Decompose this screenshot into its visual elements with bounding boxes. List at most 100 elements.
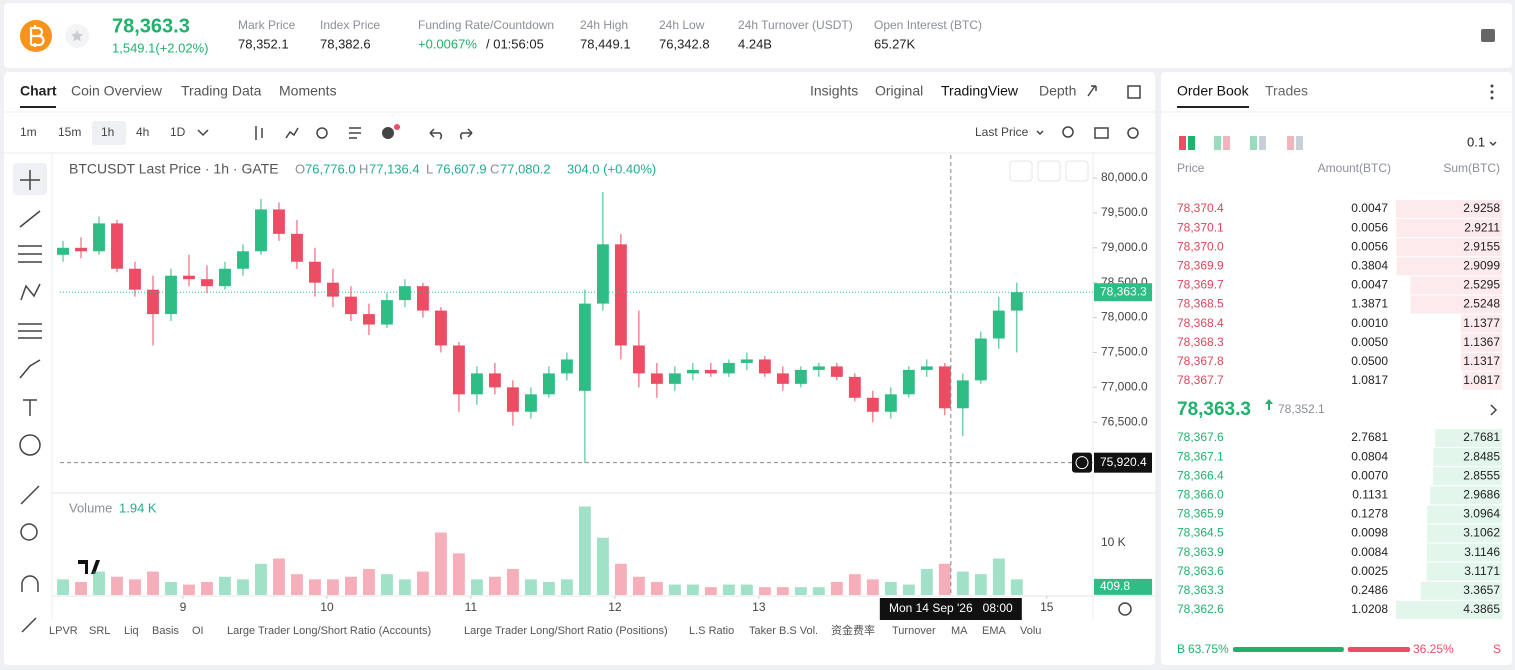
legend-value: 76,776.0 [305, 161, 356, 176]
buy-ratio: 63.75% [1188, 642, 1229, 656]
view-asks[interactable] [1250, 136, 1257, 150]
indicator[interactable]: LPVR [49, 625, 78, 637]
ob-tab[interactable]: Order Book [1177, 83, 1250, 99]
ob-price: 78,367.1 [1177, 449, 1224, 463]
indicator[interactable]: Taker B.S Vol. [749, 625, 818, 637]
menu-dot[interactable] [1490, 84, 1494, 88]
measure-tool[interactable] [20, 485, 40, 505]
interval[interactable]: 1m [20, 125, 37, 139]
candle-body [506, 387, 519, 412]
pattern-tool[interactable] [20, 283, 41, 301]
collapse-button[interactable] [1037, 160, 1061, 182]
crosshair-add[interactable] [1075, 456, 1089, 470]
magnet-tool[interactable] [21, 575, 39, 592]
window-icon[interactable] [1127, 85, 1141, 99]
candle-body [129, 268, 141, 290]
undo-icon[interactable] [429, 128, 443, 140]
view-trades[interactable] [1296, 136, 1303, 150]
sell-bar [1347, 647, 1410, 652]
ob-amount: 0.0804 [1351, 449, 1388, 463]
scroll-button[interactable] [1009, 160, 1033, 182]
redo-icon[interactable] [459, 128, 473, 140]
candle-body [201, 279, 213, 287]
precision[interactable]: 0.1 [1467, 134, 1485, 149]
crosshair-add-box[interactable] [1072, 452, 1092, 473]
depth-bar [1396, 200, 1502, 218]
view-asks[interactable] [1259, 136, 1266, 150]
indicator[interactable]: Turnover [892, 625, 936, 637]
crosshair-tool[interactable] [20, 170, 40, 190]
source-dropdown[interactable] [1036, 130, 1044, 136]
precision-dropdown[interactable] [1489, 141, 1497, 147]
volume-bar [632, 576, 645, 595]
indicator[interactable]: Basis [152, 625, 179, 637]
candle-body [974, 338, 987, 381]
indicator[interactable]: Volu [1020, 625, 1041, 637]
interval-dropdown[interactable] [197, 129, 209, 137]
menu-dot[interactable] [1490, 96, 1494, 100]
tab[interactable]: Coin Overview [71, 83, 163, 99]
view-bids[interactable] [1214, 136, 1221, 150]
ob-sum: 2.8555 [1463, 468, 1500, 482]
indicator[interactable]: Large Trader Long/Short Ratio (Positions… [464, 625, 668, 637]
view-both[interactable] [1188, 136, 1195, 150]
depth-bar [1460, 314, 1502, 333]
volume-tick-label: 10 K [1101, 535, 1126, 549]
ob-tab[interactable]: Trades [1265, 83, 1308, 99]
volume-bar [309, 579, 321, 595]
view-tab[interactable]: TradingView [941, 83, 1019, 99]
eraser-tool[interactable] [21, 617, 37, 633]
indicators-icon[interactable] [349, 127, 361, 139]
search-icon[interactable] [1062, 126, 1074, 138]
menu-dot[interactable] [1490, 90, 1494, 94]
indicator[interactable]: Large Trader Long/Short Ratio (Accounts) [227, 625, 431, 637]
snapshot-icon[interactable] [1094, 127, 1109, 139]
tab[interactable]: Moments [279, 83, 337, 99]
interval[interactable]: 1D [170, 125, 186, 139]
brush-tool[interactable] [19, 359, 41, 379]
text-tool[interactable] [23, 399, 37, 416]
depth-bar [1396, 238, 1502, 257]
ob-amount: 0.0098 [1351, 526, 1388, 540]
axis-settings[interactable] [1118, 602, 1132, 616]
chart-type-icons[interactable] [255, 126, 299, 140]
indicator[interactable]: SRL [89, 625, 110, 637]
maximize-button[interactable] [1065, 160, 1089, 182]
projection-tool[interactable] [18, 323, 42, 339]
tv-glyph [78, 560, 100, 574]
zoom-tool[interactable] [20, 523, 38, 541]
more-arrow[interactable] [1490, 404, 1498, 416]
indicator[interactable]: L.S Ratio [689, 625, 734, 637]
indicator[interactable]: OI [192, 625, 204, 637]
interval[interactable]: 15m [58, 125, 81, 139]
indicator[interactable]: MA [951, 625, 968, 637]
view-tab[interactable]: Depth [1039, 83, 1076, 99]
volume-bar [596, 537, 609, 595]
view-trades[interactable] [1287, 136, 1294, 150]
trend-line-tool[interactable] [19, 210, 41, 228]
indicator[interactable]: 资金费率 [831, 623, 875, 637]
fib-tool[interactable] [18, 245, 42, 263]
depth-bar [1420, 581, 1502, 600]
ob-amount: 0.0500 [1351, 354, 1388, 368]
tab[interactable]: Chart [20, 83, 57, 99]
candle-body [309, 261, 321, 283]
add-icon[interactable] [382, 127, 394, 139]
indicator[interactable]: EMA [982, 625, 1007, 637]
view-both[interactable] [1179, 136, 1186, 150]
price-source[interactable]: Last Price [975, 125, 1029, 139]
view-bids[interactable] [1223, 136, 1230, 150]
layout-icon[interactable] [1481, 29, 1495, 42]
view-tab[interactable]: Insights [810, 83, 858, 99]
emoji-tool[interactable] [19, 434, 41, 456]
tab[interactable]: Trading Data [181, 83, 262, 99]
indicator[interactable]: Liq [124, 625, 139, 637]
ob-price: 78,367.6 [1177, 430, 1224, 444]
ob-amount: 2.7681 [1351, 430, 1388, 444]
view-tab[interactable]: Original [875, 83, 923, 99]
settings-icon[interactable] [1127, 127, 1139, 139]
interval[interactable]: 1h [101, 125, 114, 139]
compare-icon[interactable] [316, 127, 328, 139]
expand-icon[interactable] [1087, 85, 1097, 97]
interval[interactable]: 4h [136, 125, 149, 139]
